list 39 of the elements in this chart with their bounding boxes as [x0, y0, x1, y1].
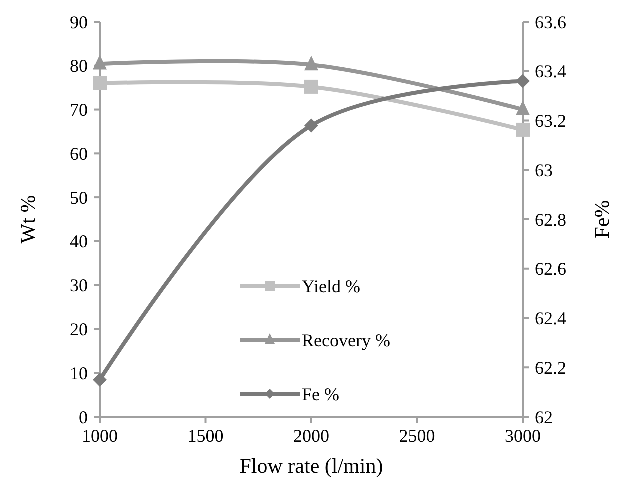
y-tick-label: 40	[70, 232, 88, 252]
legend-label: Fe %	[302, 384, 340, 404]
y-axis-title: Wt %	[16, 195, 40, 244]
x-tick-label: 3000	[505, 426, 541, 446]
y-tick-label: 80	[70, 56, 88, 76]
x-tick-label: 1500	[188, 426, 224, 446]
y2-tick-label: 63	[535, 160, 553, 180]
x-axis-title: Flow rate (l/min)	[240, 454, 384, 478]
point	[516, 74, 530, 88]
y2-tick-label: 62.6	[535, 259, 566, 280]
point	[516, 122, 530, 137]
legend-label: Recovery %	[302, 330, 390, 350]
point	[93, 55, 107, 70]
y-tick-label: 30	[70, 276, 88, 296]
y-tick-label: 90	[70, 12, 88, 32]
y2-tick-label: 62.2	[535, 358, 566, 378]
y2-tick-label: 63.6	[535, 12, 566, 32]
y2-tick-label: 63.4	[535, 62, 566, 82]
y-tick-label: 50	[70, 188, 88, 208]
y2-axis-title: Fe%	[590, 200, 614, 239]
x-tick-label: 1000	[82, 426, 118, 446]
x-tick-label: 2500	[399, 426, 436, 446]
y2-tick-label: 62.4	[535, 308, 566, 329]
point	[304, 118, 318, 133]
legend-label: Yield %	[302, 276, 360, 296]
point	[304, 80, 318, 94]
point	[516, 100, 530, 116]
point	[304, 56, 318, 71]
y2-tick-label: 62	[535, 407, 553, 428]
y-tick-label: 20	[70, 320, 88, 340]
y2-tick-label: 63.2	[535, 111, 566, 132]
y-tick-label: 70	[70, 100, 88, 120]
y-tick-label: 60	[70, 144, 88, 164]
y-tick-label: 0	[79, 407, 88, 428]
y-tick-label: 10	[70, 363, 88, 384]
point	[93, 76, 107, 90]
point	[93, 372, 107, 387]
y2-tick-label: 62.8	[535, 210, 566, 230]
x-tick-label: 2000	[294, 426, 330, 446]
